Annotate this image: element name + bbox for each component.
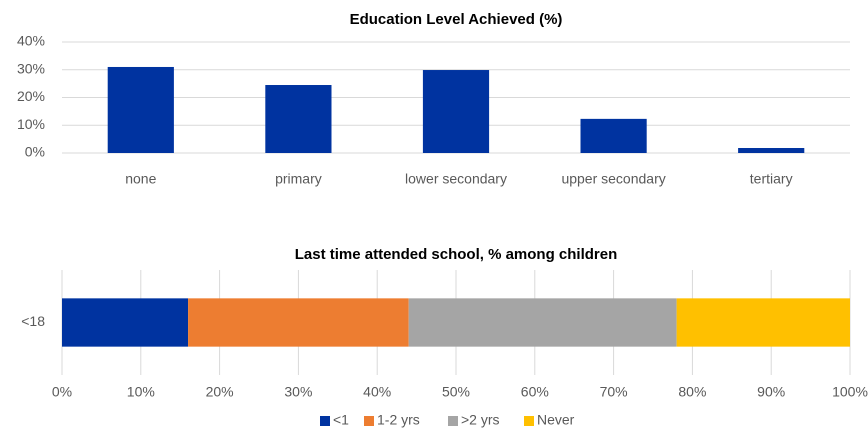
y-tick-label: <18 [21,313,45,329]
bar-segment [188,298,409,347]
legend-swatch [320,416,330,426]
x-tick-label: 90% [757,384,785,400]
x-tick-label: upper secondary [561,171,665,187]
bar [738,148,805,153]
x-tick-label: 80% [678,384,706,400]
bar [580,118,647,153]
bar [107,66,174,153]
x-tick-label: 0% [52,384,72,400]
y-tick-label: 0% [25,144,45,160]
x-tick-label: 20% [206,384,234,400]
x-tick-label: tertiary [750,171,793,187]
chart-title: Education Level Achieved (%) [350,11,563,28]
y-tick-label: 20% [17,88,45,104]
x-tick-label: 50% [442,384,470,400]
x-tick-label: 100% [832,384,868,400]
x-tick-label: 30% [284,384,312,400]
legend-label: 1-2 yrs [377,412,420,428]
x-tick-label: lower secondary [405,171,507,187]
legend-label: <1 [333,412,349,428]
bar [265,85,332,153]
x-tick-label: 40% [363,384,391,400]
bar [422,70,490,153]
bar-segment [676,298,850,347]
legend-label: Never [537,412,575,428]
bar-segment [62,298,189,347]
legend-swatch [448,416,458,426]
bar-segment [408,298,677,347]
y-tick-label: 40% [17,33,45,49]
x-tick-label: primary [275,171,322,187]
x-tick-label: none [125,171,156,187]
y-tick-label: 10% [17,116,45,132]
x-tick-label: 10% [127,384,155,400]
y-tick-label: 30% [17,60,45,76]
chart-title: Last time attended school, % among child… [295,246,618,263]
x-tick-label: 70% [600,384,628,400]
legend-swatch [364,416,374,426]
x-tick-label: 60% [521,384,549,400]
legend-swatch [524,416,534,426]
legend-label: >2 yrs [461,412,500,428]
